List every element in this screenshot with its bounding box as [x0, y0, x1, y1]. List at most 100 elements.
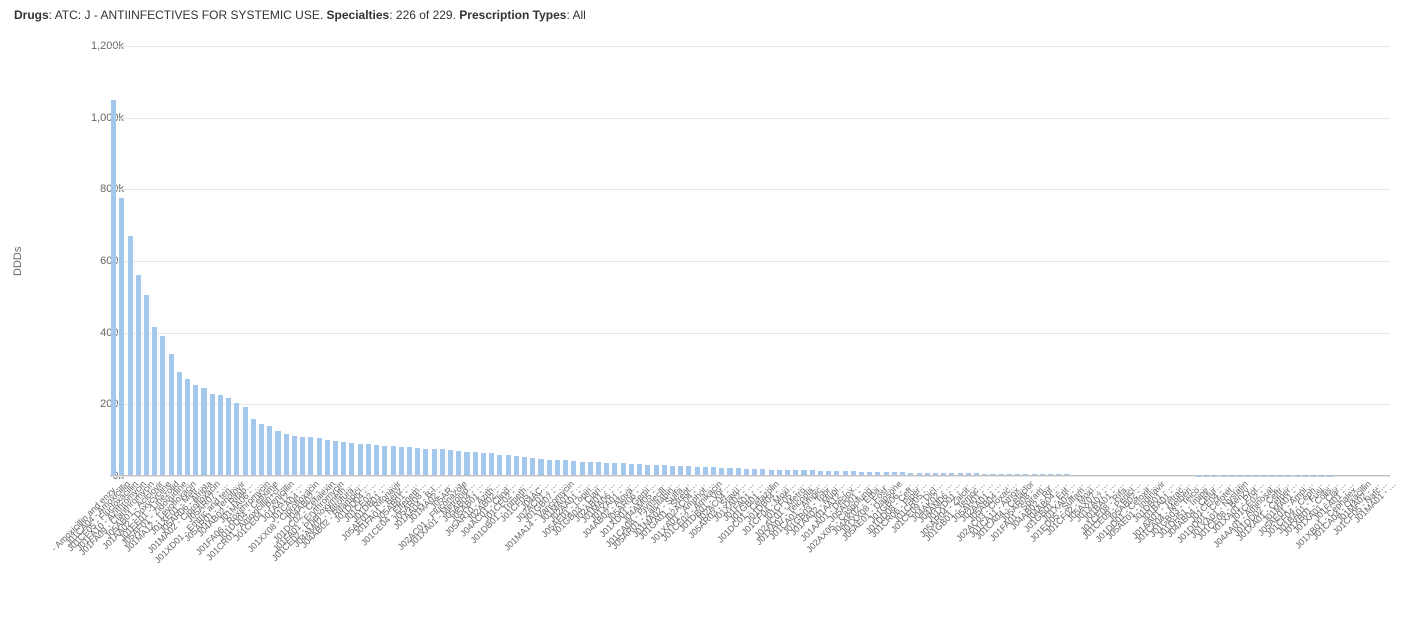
bar[interactable]: [218, 395, 223, 476]
bar[interactable]: [193, 385, 198, 476]
bar[interactable]: [267, 426, 272, 476]
bar-column[interactable]: J01MA12 - Levofloxacin: [184, 379, 191, 476]
bar-column[interactable]: J01CE02 - Phenoxymeth…: [340, 442, 347, 476]
bar-column[interactable]: J01MA02 - …: [439, 449, 446, 476]
bar-column[interactable]: J05AB01 - Aciclovir: [151, 327, 158, 476]
bar-column[interactable]: J01CE04 - Penicillin: [283, 434, 290, 476]
bar[interactable]: [596, 462, 601, 476]
bar-column[interactable]: J01AA12 - …: [291, 436, 298, 476]
bar-column[interactable]: J01XX08 - Ciprofloxacin: [307, 437, 314, 476]
bar[interactable]: [415, 448, 420, 476]
bar[interactable]: [341, 442, 346, 476]
bar[interactable]: [136, 275, 141, 476]
bar-column[interactable]: J05AR07 - …: [217, 395, 224, 476]
bar-column[interactable]: J05AR10 - Azith…: [488, 453, 495, 476]
bar[interactable]: [432, 449, 437, 476]
bar-column[interactable]: J01DD04 - …: [365, 444, 372, 476]
bar[interactable]: [407, 447, 412, 476]
bar-column[interactable]: J01MA14 - Vancomycin: [562, 460, 569, 476]
bar[interactable]: [456, 451, 461, 476]
bar[interactable]: [317, 438, 322, 476]
bar-column[interactable]: J01XE01 - Metr…: [192, 385, 199, 476]
bar-column[interactable]: J01EE01 - Linezolid: [168, 354, 175, 476]
bar[interactable]: [580, 462, 585, 476]
bar[interactable]: [366, 444, 371, 476]
bar-column[interactable]: J05AB01 - …: [406, 447, 413, 476]
bar[interactable]: [177, 372, 182, 476]
bar[interactable]: [547, 460, 552, 476]
bar-column[interactable]: J05AE01 - Lopin…: [587, 462, 594, 476]
bar-column[interactable]: J01GB03 - Clari…: [595, 462, 602, 476]
bar-column[interactable]: J02AA01 - …: [578, 462, 585, 476]
bar-column[interactable]: J05AR…: [447, 450, 454, 476]
bar-column[interactable]: J04AB02 - Rifab…: [242, 407, 249, 476]
bar[interactable]: [448, 450, 453, 476]
bar-column[interactable]: J05AR08 - …: [422, 449, 429, 476]
bar-column[interactable]: J01FA10 - Azithromycin: [135, 275, 142, 476]
bar-column[interactable]: J02AB02 - …: [496, 455, 503, 477]
bar-column[interactable]: J05AB01 - …: [480, 453, 487, 476]
bar[interactable]: [152, 327, 157, 476]
bar[interactable]: [391, 446, 396, 476]
bar[interactable]: [489, 453, 494, 476]
bar[interactable]: [555, 460, 560, 476]
bar-column[interactable]: J01DC02 - Cefalexin: [324, 440, 331, 476]
bar-column[interactable]: J01AA04 - B-l…: [431, 449, 438, 476]
bar-column[interactable]: J05AE01 - Ritonavir: [389, 446, 396, 476]
bar[interactable]: [251, 419, 256, 476]
bar[interactable]: [234, 403, 239, 476]
bar[interactable]: [226, 398, 231, 476]
bar[interactable]: [588, 462, 593, 476]
bar[interactable]: [382, 446, 387, 476]
bar-column[interactable]: J04AC01 - Clind…: [505, 455, 512, 476]
bar-column[interactable]: J05AB04 - …: [472, 452, 479, 476]
bar[interactable]: [530, 458, 535, 476]
bar[interactable]: [284, 434, 289, 476]
bar-column[interactable]: J01CE04 - Effenem…: [414, 448, 421, 476]
bar-column[interactable]: J02AC01 - …: [546, 460, 553, 476]
bar[interactable]: [243, 407, 248, 476]
bar[interactable]: [399, 447, 404, 476]
bar-column[interactable]: J01CF02 - …: [513, 456, 520, 476]
bar-column[interactable]: - Amoxicillin and enzy…: [110, 100, 117, 476]
bar[interactable]: [300, 437, 305, 476]
bar-column[interactable]: J01AA02 - Doxycycline: [159, 336, 166, 476]
bar[interactable]: [201, 388, 206, 476]
bar-column[interactable]: J01CA04 - …: [299, 437, 306, 476]
bar[interactable]: [185, 379, 190, 476]
bar-column[interactable]: J01DB01 - …: [381, 446, 388, 476]
bar[interactable]: [111, 100, 116, 476]
bar-column[interactable]: J02AB01 - …: [603, 463, 610, 476]
bar-column[interactable]: J01MA06 - …: [250, 419, 257, 476]
bar[interactable]: [349, 443, 354, 476]
bar-column[interactable]: J05AF01 - Zidovudine: [176, 372, 183, 476]
bar-column[interactable]: J04AB02 - …: [315, 438, 322, 476]
bar[interactable]: [538, 459, 543, 476]
bar-column[interactable]: J01DB01 - Trimeth…: [521, 457, 528, 476]
bar-column[interactable]: J01XA01 - Metronid…: [463, 452, 470, 476]
bar[interactable]: [604, 463, 609, 476]
bar[interactable]: [144, 295, 149, 476]
bar-column[interactable]: J01FA09 - Clarithromycin: [143, 295, 150, 476]
bar-column[interactable]: J01CF05 - …: [529, 458, 536, 476]
bar[interactable]: [563, 460, 568, 476]
bar-column[interactable]: J01GB07 - …: [554, 460, 561, 476]
bar-column[interactable]: J02AC01 - Fluconazole: [455, 451, 462, 476]
bar-column[interactable]: J01DD04 - Cefixime: [266, 426, 273, 476]
bar-column[interactable]: J04AB02 - Rifampici…: [357, 444, 364, 476]
bar[interactable]: [464, 452, 469, 476]
bar-column[interactable]: J01CE02 - …: [373, 445, 380, 476]
bar[interactable]: [522, 457, 527, 476]
bar-column[interactable]: J01FA01 - Erythromycin: [332, 441, 339, 476]
bar[interactable]: [358, 444, 363, 476]
bar-column[interactable]: J04AC…: [537, 459, 544, 476]
bar-column[interactable]: J01CA04 - Amoxicillin: [118, 198, 125, 476]
bar-column[interactable]: J05AR06 - Atripla: [200, 388, 207, 476]
bar-column[interactable]: J01FA01 - Benz…: [398, 447, 405, 476]
bar[interactable]: [514, 456, 519, 476]
bar[interactable]: [473, 452, 478, 476]
bar-column[interactable]: J01XD01 - Emtric and ten…: [225, 398, 232, 476]
bar-column[interactable]: J01CR01 - Amoxicillin+cl…: [274, 431, 281, 476]
bar-column[interactable]: J04AM02 - Nitrofura…: [348, 443, 355, 476]
bar-column[interactable]: J01MA01 - …: [570, 461, 577, 476]
